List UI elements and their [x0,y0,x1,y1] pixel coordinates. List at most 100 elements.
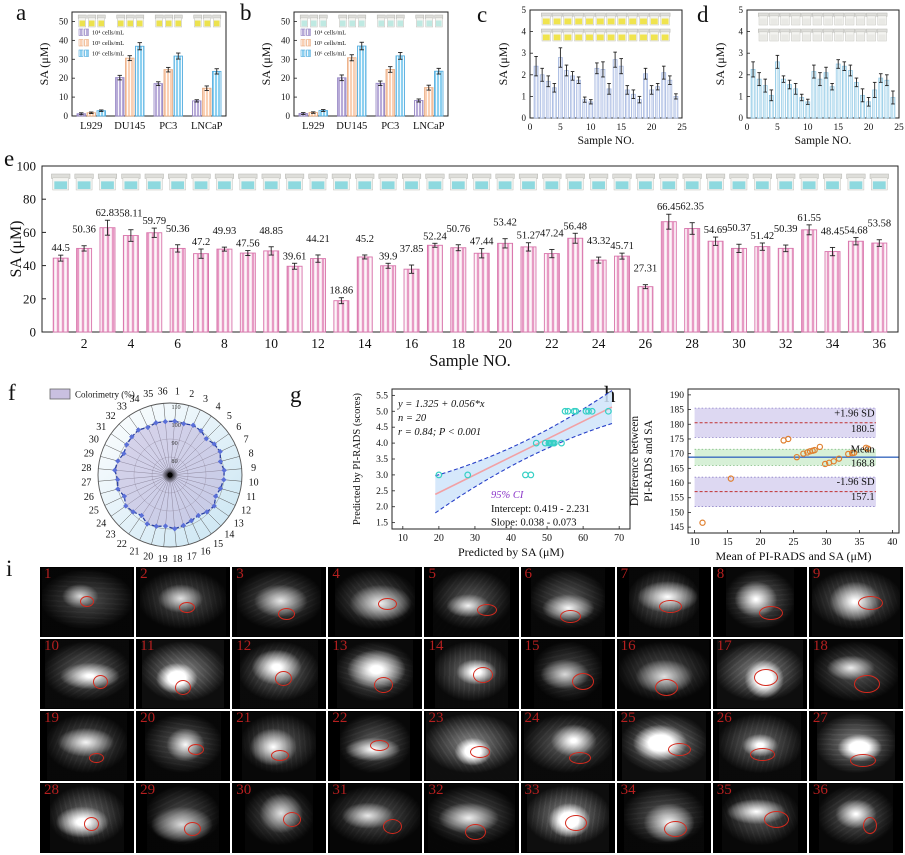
cuvette-icon [682,173,702,191]
bar [263,250,280,333]
lesion-annotation-icon [79,595,94,607]
category-label: L929 [302,121,324,132]
cuvette-icon [542,173,562,191]
mri-thumb: 11 [136,639,231,709]
mri-index-number: 11 [140,639,155,654]
cuvette-icon [338,14,348,28]
bar-value-label: 27.31 [634,264,658,275]
x-tick-label: 40 [506,533,516,544]
cuvette-icon [584,12,595,26]
mri-thumb: 21 [232,711,327,781]
error-bar [214,68,219,75]
data-point [180,522,187,529]
bar-value-label: 58.11 [119,209,142,220]
y-tick-label: 165 [670,464,685,474]
legend-swatch [300,39,306,47]
legend-label: 10⁴ cells/mL [92,30,124,37]
cuvette-icon [424,14,434,28]
error-bar [806,224,812,236]
cuvette-icon [541,12,552,26]
y-tick-label: 20 [59,73,69,83]
error-bar [570,71,575,81]
legend-swatch [300,28,306,36]
x-tick-label: 24 [592,336,606,351]
lesion-annotation-icon [560,609,582,623]
lesion-annotation-icon [477,604,498,617]
cuvette-icon [565,173,585,191]
bar-value-label: 56.48 [563,221,587,232]
y-axis-label: SA (μM) [496,43,510,86]
x-tick-label: 40 [887,537,897,548]
data-point [585,407,592,415]
mri-scan-image [813,640,898,708]
error-bar [812,64,816,79]
error-bar [311,111,316,114]
cuvette-icon [318,14,328,28]
legend-swatch [84,39,89,47]
mri-thumb: 32 [424,783,519,853]
mri-thumb: 2 [136,567,231,637]
cuvette-icon [357,14,367,28]
mri-index-number: 34 [620,783,636,798]
error-bar [79,112,84,116]
error-bar [757,72,761,87]
cuvette-icon [635,173,655,191]
panel-g-regression-scatter: 1.5 2.0 2.5 3.0 3.5 4.0 4.5 5.0 5.5 10 20 30 40 50 60 7… [352,388,631,559]
spoke-label: 22 [117,539,127,550]
mri-index-number: 24 [524,711,540,726]
cuvette-icon [844,12,855,26]
bar-value-label: 43.32 [587,236,611,247]
lesion-annotation-icon [568,751,591,764]
cuvette-icon [706,173,726,191]
x-axis-label: Mean of PI-RADS and SA (μM) [715,549,871,563]
category-label: DU145 [114,121,145,132]
cuvette-icon [659,12,671,26]
data-point [121,493,127,499]
error-bar [836,59,840,69]
bar [871,242,888,333]
lesion-annotation-icon [378,597,398,610]
x-tick-label: 30 [470,533,480,544]
mri-scan-image [142,640,225,708]
category-label: DU145 [336,121,367,132]
cuvette-icon [164,14,174,28]
error-bar [712,236,719,246]
x-tick-label: 18 [452,336,466,351]
cuvette-icon [779,12,791,26]
bar [52,257,69,333]
bar-value-label: 44.21 [306,234,330,245]
panel-label-d: d [697,2,709,27]
mri-index-number: 16 [620,639,636,654]
bar [380,265,397,333]
bar-value-label: 48.45 [821,226,845,237]
mri-scan-image [337,640,414,708]
mri-scan-image [240,640,319,708]
mri-scan-image [433,568,510,636]
y-tick-label: 50 [59,16,69,26]
spoke-label: 34 [130,394,140,405]
y-axis-label: Predicted by PI-RADS (scores) [352,392,363,525]
mri-index-number: 22 [332,711,348,726]
cuvette-icon [876,12,888,26]
x-tick-label: 32 [779,336,793,351]
lesion-annotation-icon [373,676,393,693]
mri-index-number: 2 [140,567,148,582]
spoke-label: 1 [175,387,180,398]
lesion-annotation-icon [369,739,389,751]
x-tick-label: 26 [639,336,653,351]
x-tick-label: 2 [81,336,88,351]
y-tick-label: 80 [23,192,36,207]
bar [829,86,835,119]
ci-title-text: 95% CI [491,490,524,501]
error-bar [359,41,364,51]
cuvette-icon [779,28,791,42]
cuvette-icon [844,28,855,42]
cuvette-icon [790,12,801,26]
bar-value-label: 62.83 [96,208,120,219]
x-tick-label: 8 [221,336,228,351]
bar [115,77,125,117]
error-bar [830,82,834,91]
x-tick-label: 20 [498,336,512,351]
bar-value-label: 62.35 [680,202,704,213]
bar [286,265,303,333]
